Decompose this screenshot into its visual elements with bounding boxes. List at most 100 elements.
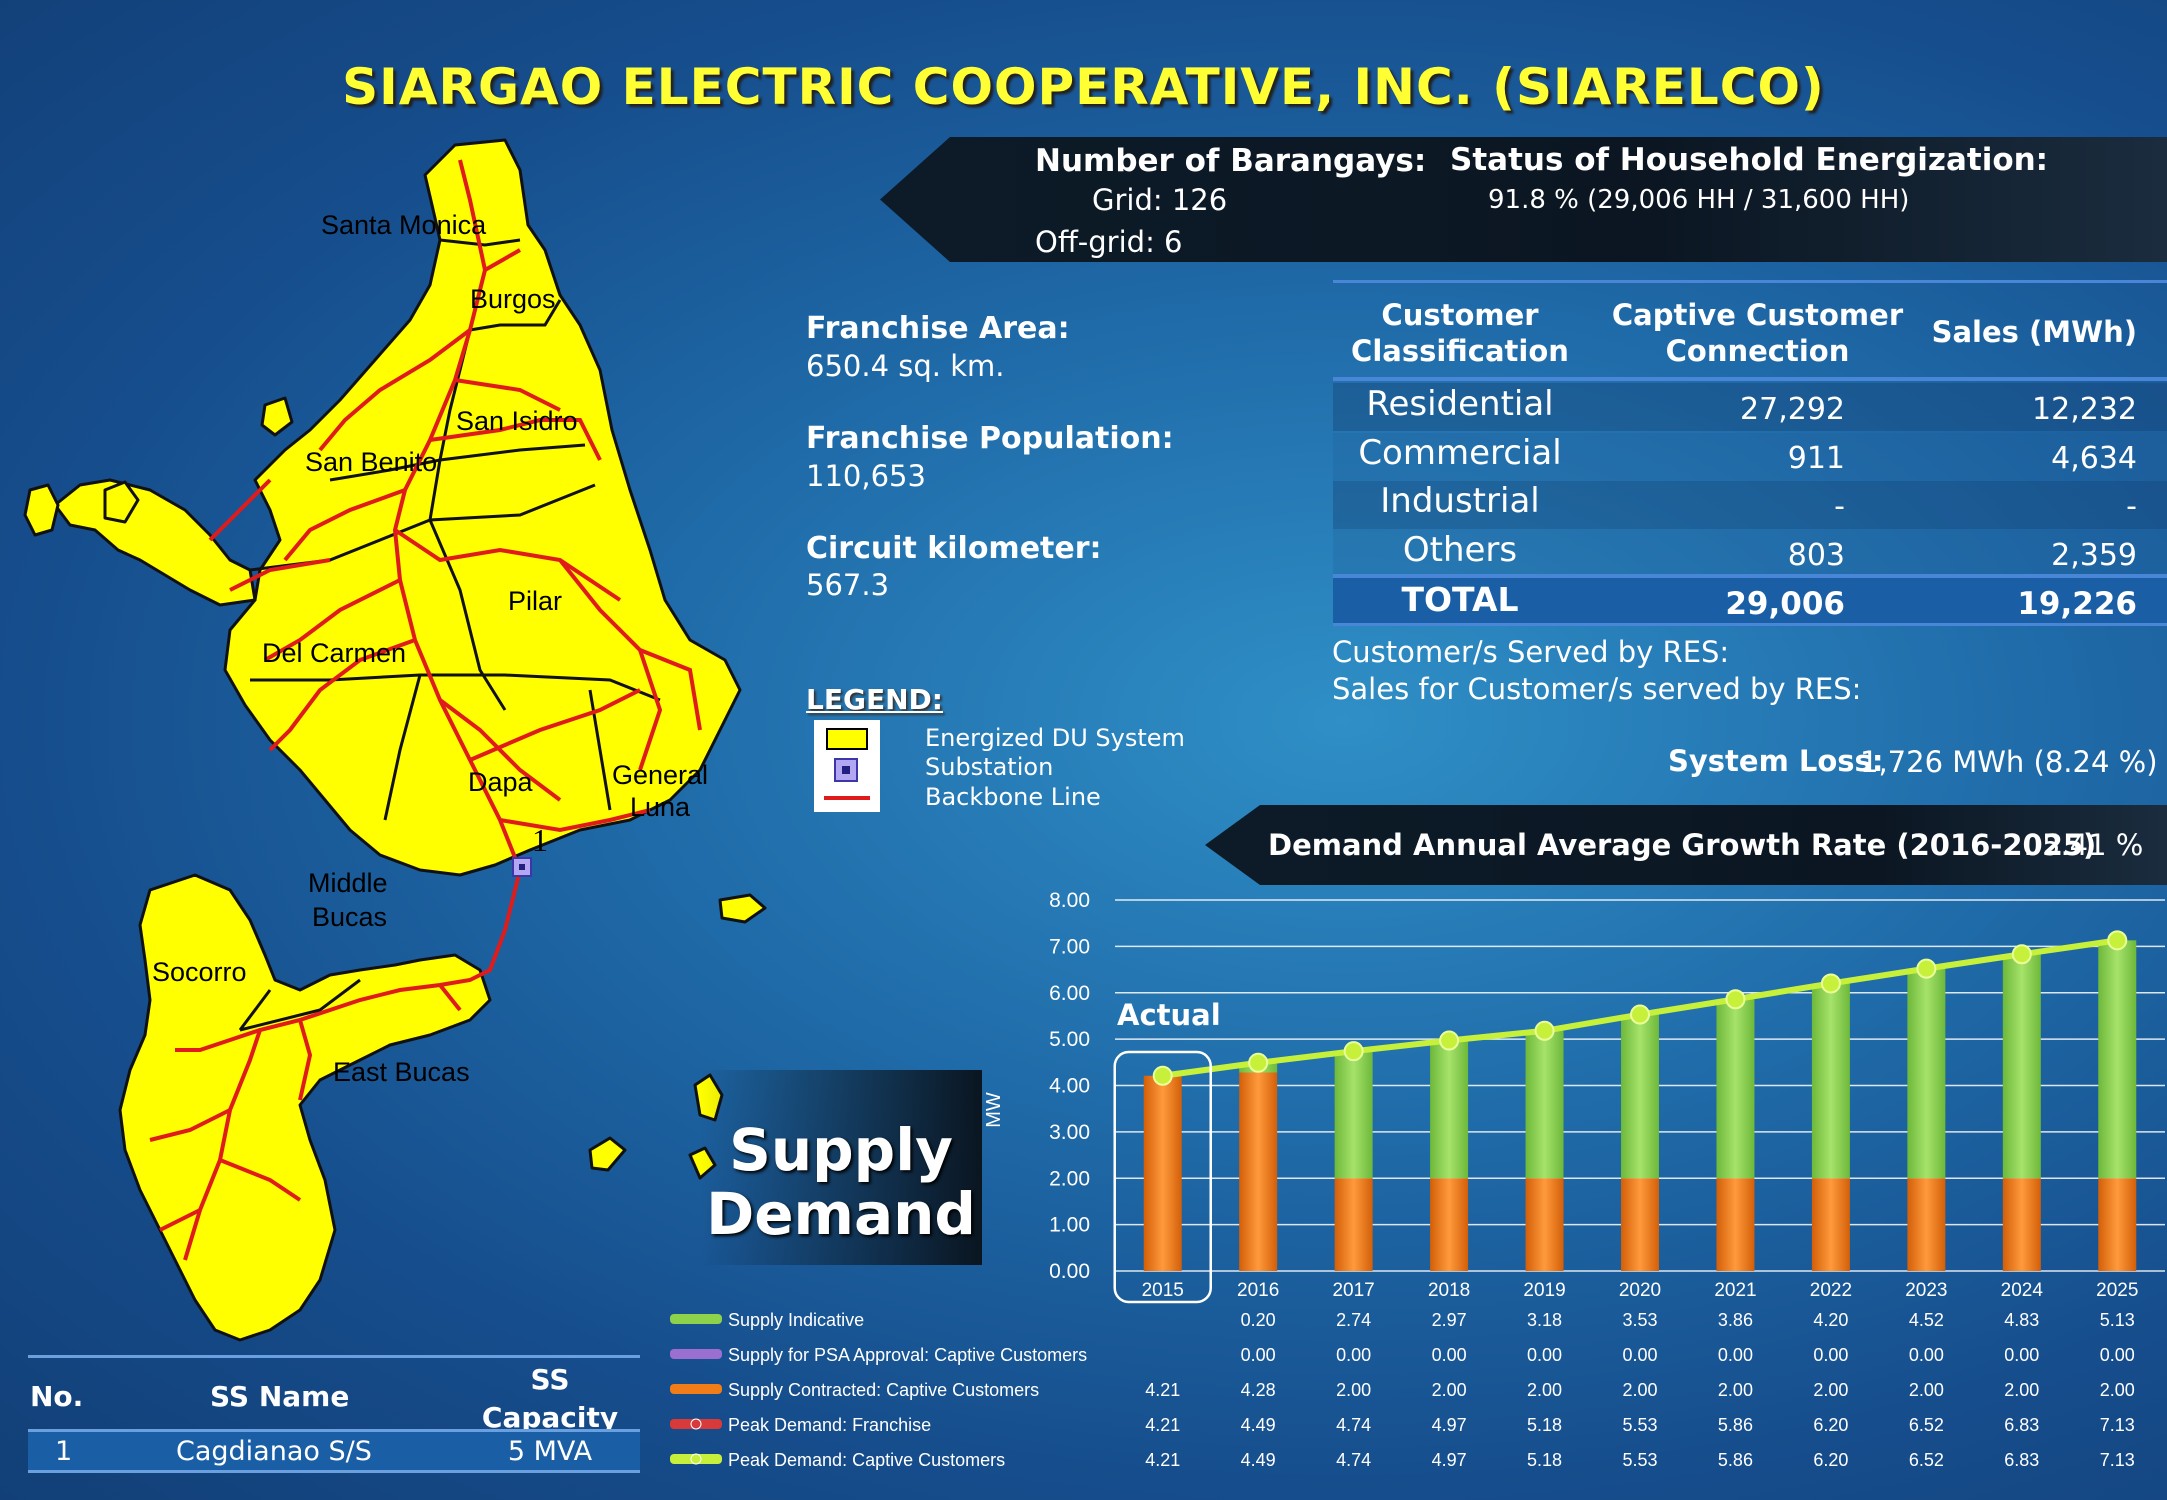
legend-key-marker — [690, 1418, 702, 1430]
barangays-grid: Grid: 126 — [1092, 183, 1228, 217]
franchise-pop-value: 110,653 — [806, 459, 926, 493]
data-table-cell: 6.52 — [1909, 1450, 1944, 1470]
legend-key-marker — [690, 1453, 702, 1465]
map-label-pilar: Pilar — [508, 586, 563, 616]
bar-supply-indicative — [1430, 1040, 1469, 1179]
annotation-actual: Actual — [1117, 998, 1221, 1032]
data-table-cell: 2.00 — [1336, 1380, 1371, 1400]
ss-header-capacity: SS Capacity — [481, 1363, 619, 1434]
data-table-cell: 5.53 — [1622, 1415, 1657, 1435]
point-peak-captive — [1343, 1041, 1364, 1062]
data-table-cell: 0.00 — [1622, 1345, 1657, 1365]
bar-supply-contracted — [2098, 1178, 2137, 1271]
ss-header-name: SS Name — [210, 1380, 350, 1413]
circuit-km-value: 567.3 — [806, 568, 890, 602]
map-label-socorro: Socorro — [152, 957, 247, 987]
data-table-cell: 2.00 — [1909, 1380, 1944, 1400]
actual-highlight-box — [1113, 1050, 1212, 1304]
bar-supply-contracted — [1143, 1075, 1182, 1271]
data-table-cell: 0.00 — [1241, 1345, 1276, 1365]
row-commercial-sales: 4,634 — [2051, 441, 2137, 476]
row-residential-sales: 12,232 — [2032, 392, 2137, 427]
data-table-cell: 2.97 — [1432, 1310, 1467, 1330]
data-table-cell: 4.74 — [1336, 1415, 1371, 1435]
legend-item-substation: Substation — [925, 753, 1054, 781]
point-peak-captive — [2107, 930, 2128, 951]
header-banner — [880, 137, 2167, 262]
data-table-cell: 0.00 — [1527, 1345, 1562, 1365]
legend-key-swatch — [670, 1349, 722, 1359]
franchise-area-value: 650.4 sq. km. — [806, 349, 1005, 383]
y-tick-label: 4.00 — [1049, 1075, 1090, 1098]
res-sales-label: Sales for Customer/s served by RES: — [1332, 672, 1862, 706]
x-tick-label: 2021 — [1714, 1280, 1756, 1301]
map-label-san-benito: San Benito — [305, 447, 438, 477]
data-table-cell: 5.18 — [1527, 1415, 1562, 1435]
data-table-cell: 0.00 — [1432, 1345, 1467, 1365]
growth-banner — [1205, 805, 2167, 885]
bar-supply-indicative — [2098, 940, 2137, 1179]
map-label-santa-monica: Santa Monica — [321, 210, 487, 240]
x-tick-label: 2018 — [1428, 1280, 1470, 1301]
legend-swatch-box — [814, 720, 880, 812]
backbone-line-icon — [824, 796, 870, 800]
data-table-cell: 6.83 — [2004, 1450, 2039, 1470]
data-table-cell: 0.00 — [1909, 1345, 1944, 1365]
map-label-san-isidro: San Isidro — [456, 406, 578, 436]
table-row — [1333, 529, 2167, 575]
x-tick-label: 2024 — [2001, 1280, 2044, 1301]
data-table-cell: 5.18 — [1527, 1450, 1562, 1470]
legend-series-label: Supply for PSA Approval: Captive Custome… — [728, 1345, 1087, 1365]
point-peak-captive — [1534, 1020, 1555, 1041]
bar-supply-contracted — [1621, 1178, 1659, 1271]
data-table-cell: 3.53 — [1622, 1310, 1657, 1330]
legend-item-backbone: Backbone Line — [925, 783, 1101, 811]
total-sales: 19,226 — [2017, 586, 2137, 622]
demand-label: Demand — [706, 1180, 976, 1248]
header-connection: Captive Customer Connection — [1611, 298, 1904, 368]
data-table-cell: 5.53 — [1622, 1450, 1657, 1470]
map-label-east-bucas: East Bucas — [333, 1057, 470, 1087]
data-table-cell: 2.00 — [2100, 1380, 2135, 1400]
map-label-luna: Luna — [630, 792, 691, 822]
point-peak-captive — [1439, 1030, 1460, 1051]
table-row — [1333, 433, 2167, 481]
data-table-cell: 2.74 — [1336, 1310, 1371, 1330]
data-table-cell: 3.18 — [1527, 1310, 1562, 1330]
map-label-del-carmen: Del Carmen — [262, 638, 407, 668]
data-table-cell: 7.13 — [2100, 1415, 2135, 1435]
system-loss-value: 1,726 MWh (8.24 %) — [1860, 745, 2158, 779]
supply-label: Supply — [729, 1116, 953, 1184]
point-peak-captive — [1725, 989, 1746, 1010]
point-peak-captive — [1630, 1004, 1650, 1025]
data-table-cell: 3.86 — [1718, 1310, 1753, 1330]
data-table-cell: 6.52 — [1909, 1415, 1944, 1435]
data-table-cell: 2.00 — [1813, 1380, 1848, 1400]
data-table-cell: 4.21 — [1145, 1450, 1180, 1470]
row-residential-conn: 27,292 — [1740, 392, 1845, 427]
data-table-cell: 4.83 — [2004, 1310, 2039, 1330]
map-label-bucas: Bucas — [312, 902, 388, 932]
data-table-cell: 4.74 — [1336, 1450, 1371, 1470]
backbone-line — [392, 159, 522, 871]
table-top-rule — [1333, 280, 2167, 283]
y-tick-label: 3.00 — [1049, 1121, 1090, 1144]
y-tick-label: 0.00 — [1049, 1260, 1090, 1283]
x-tick-label: 2023 — [1905, 1280, 1947, 1301]
table-row — [1333, 481, 2167, 529]
table-total-row — [1333, 578, 2167, 624]
growth-value: : 5.41 % — [2023, 828, 2144, 862]
table-bottom-rule — [1333, 623, 2167, 626]
map-label-dapa: Dapa — [468, 767, 533, 797]
data-table-cell: 4.49 — [1241, 1415, 1276, 1435]
y-tick-label: 1.00 — [1049, 1214, 1090, 1237]
bar-supply-contracted — [1239, 1072, 1278, 1271]
x-tick-label: 2017 — [1332, 1280, 1374, 1301]
x-tick-label: 2016 — [1237, 1280, 1279, 1301]
data-table-cell: 4.21 — [1145, 1380, 1180, 1400]
islet — [103, 480, 140, 524]
data-table-cell: 4.28 — [1241, 1380, 1276, 1400]
table-row — [1333, 383, 2167, 431]
data-table-cell: 7.13 — [2100, 1450, 2135, 1470]
y-axis-label: MW — [983, 1092, 1005, 1128]
